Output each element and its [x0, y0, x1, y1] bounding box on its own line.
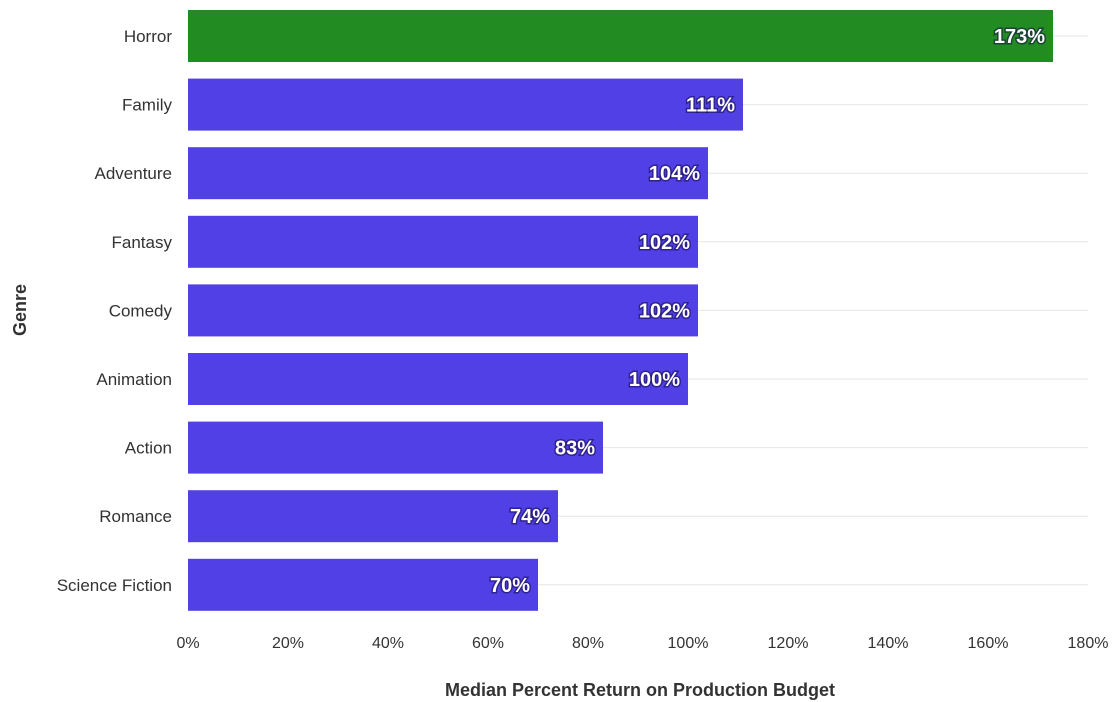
bar	[188, 558, 538, 611]
category-label: Science Fiction	[57, 576, 172, 595]
category-label: Adventure	[95, 164, 173, 183]
x-tick-label: 100%	[668, 635, 709, 652]
x-tick-label: 120%	[768, 635, 809, 652]
x-tick-label: 80%	[572, 635, 604, 652]
bar	[188, 421, 603, 474]
bar	[188, 284, 698, 337]
category-label: Romance	[99, 507, 172, 526]
y-axis-title: Genre	[10, 284, 30, 336]
category-label: Animation	[96, 370, 172, 389]
category-label: Horror	[124, 27, 173, 46]
bar-value-label: 111%	[686, 95, 735, 117]
bar	[188, 10, 1053, 62]
bar-value-label: 173%	[994, 26, 1045, 48]
bar	[188, 490, 558, 543]
category-label: Action	[125, 439, 172, 458]
bar-value-label: 74%	[510, 506, 550, 528]
bar-value-label: 104%	[649, 163, 700, 185]
x-tick-label: 180%	[1068, 635, 1109, 652]
bar	[188, 147, 708, 200]
x-tick-label: 60%	[472, 635, 504, 652]
x-tick-label: 40%	[372, 635, 404, 652]
bar-value-label: 100%	[629, 369, 680, 391]
bar-value-label: 102%	[639, 232, 690, 254]
x-tick-label: 140%	[868, 635, 909, 652]
category-label: Fantasy	[112, 233, 173, 252]
category-labels: Horror Family Adventure Fantasy Comedy Animat…	[57, 27, 173, 595]
bars	[188, 10, 1053, 611]
bar-value-label: 70%	[490, 575, 530, 597]
x-tick-label: 0%	[176, 635, 199, 652]
x-tick-labels: 0% 20% 40% 60% 80% 100% 120% 140% 160% 180%	[176, 635, 1108, 652]
value-labels: 173% 111% 104% 102% 102% 100% 83% 74% 70%	[488, 25, 1046, 599]
category-label: Family	[122, 96, 173, 115]
x-axis-title: Median Percent Return on Production Budg…	[445, 680, 835, 700]
bar-value-label: 83%	[555, 438, 595, 460]
bar	[188, 353, 688, 405]
bar	[188, 78, 743, 131]
bar-value-label: 102%	[639, 300, 690, 322]
category-label: Comedy	[109, 301, 173, 320]
bar	[188, 215, 698, 268]
x-tick-label: 160%	[968, 635, 1009, 652]
x-tick-label: 20%	[272, 635, 304, 652]
